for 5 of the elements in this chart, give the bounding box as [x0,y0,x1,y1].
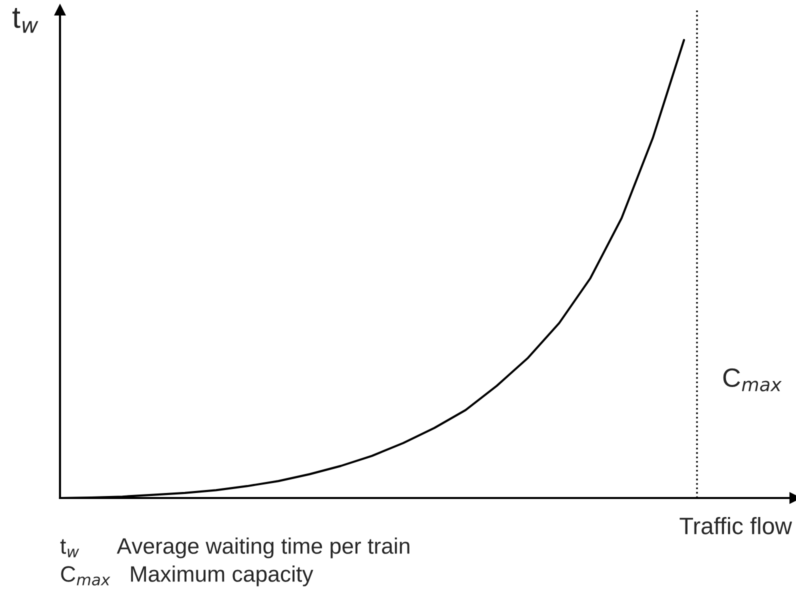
x-axis-title: Traffic flow [680,516,792,534]
y-axis-title: t$_{w}$ [12,8,38,33]
text: C$_{max}$ [723,368,782,392]
text: t$_{w}$ Average waiting time per train [60,538,410,558]
text: C$_{max}$ Maximum capacity [61,566,314,586]
